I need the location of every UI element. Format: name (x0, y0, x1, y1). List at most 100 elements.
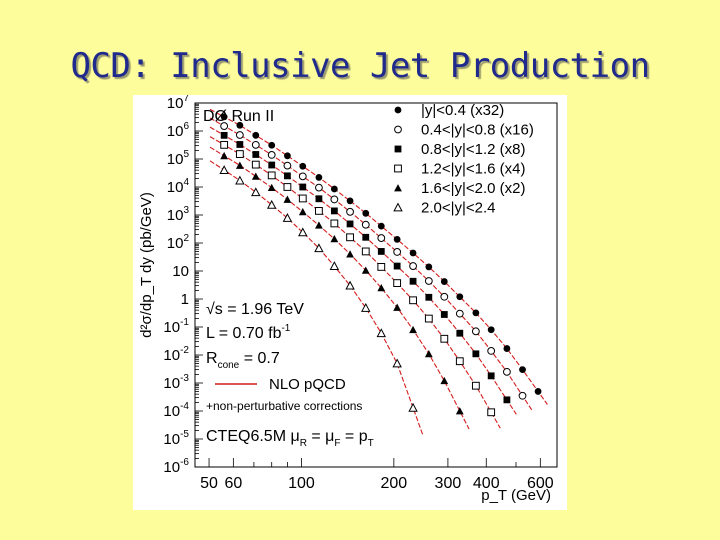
y-tick-label: 103 (167, 205, 190, 224)
data-point (472, 350, 480, 358)
data-point (361, 220, 370, 229)
data-point (220, 131, 228, 139)
data-point (251, 160, 260, 169)
data-point (377, 248, 385, 255)
data-point (362, 209, 370, 217)
y-tick-label: 10-1 (163, 317, 189, 336)
y-tick-exponent: 4 (183, 177, 189, 188)
legend-label: |y|<0.4 (x32) (421, 102, 504, 119)
data-point (377, 234, 386, 242)
data-point (377, 283, 386, 292)
y-tick-label: 107 (167, 95, 190, 112)
data-point (284, 152, 291, 160)
rcone-value: = 0.7 (239, 350, 280, 367)
series-6-points (219, 165, 418, 412)
pdf-text-mu: μ (290, 428, 299, 445)
data-point (330, 195, 339, 204)
chart-background (133, 95, 567, 510)
data-point (315, 207, 323, 215)
y-tick-exponent: 5 (183, 149, 189, 160)
nlo-curve-series-2 (209, 117, 533, 411)
data-point (487, 347, 496, 355)
y-tick-exponent: 7 (183, 95, 189, 104)
y-tick-label: 102 (167, 233, 190, 252)
x-tick-label: 60 (224, 475, 242, 492)
pdf-text-t: T (368, 438, 374, 449)
legend-marker (393, 202, 403, 212)
pdf-text-r: R (300, 438, 307, 449)
rcone-text: Rcone = 0.7 (206, 350, 280, 371)
data-point (299, 183, 307, 191)
data-point (219, 165, 229, 175)
data-point (251, 172, 260, 180)
data-point (503, 345, 511, 352)
pdf-text-eq: = μ (307, 428, 334, 445)
sqrt-s-text: √s = 1.96 TeV (206, 301, 304, 318)
y-axis-title: d²σ/dp_T dy (pb/GeV) (138, 192, 155, 338)
x-tick-label: 600 (527, 475, 554, 492)
y-tick-label: 104 (167, 177, 190, 196)
data-point (456, 293, 464, 301)
data-point (236, 121, 244, 129)
data-point (282, 213, 293, 222)
data-point (503, 367, 511, 376)
data-point (534, 388, 542, 395)
data-point (268, 161, 276, 169)
legend-marker (394, 164, 402, 173)
data-point (377, 263, 386, 271)
data-point (487, 408, 496, 417)
data-point (393, 303, 402, 311)
data-point (361, 247, 370, 256)
data-point (298, 227, 308, 237)
data-point (440, 292, 449, 301)
data-point (440, 278, 448, 285)
y-tick-label: 1 (181, 291, 189, 308)
rcone-symbol: R (206, 350, 218, 367)
data-point (346, 207, 354, 216)
data-point (330, 219, 339, 228)
y-tick-exponent: -3 (180, 373, 189, 384)
data-point (220, 140, 229, 149)
run-info: √s = 1.96 TeV L = 0.70 fb-1 Rcone = 0.7 NLO… (206, 301, 374, 449)
data-point (283, 161, 292, 170)
data-point (330, 207, 338, 215)
y-tick-label: 105 (167, 149, 190, 168)
y-tick-label: 10-2 (163, 345, 189, 364)
data-point (408, 402, 418, 412)
y-tick-label: 10-5 (163, 429, 189, 448)
data-point (298, 194, 307, 203)
y-tick-marks (195, 102, 203, 468)
data-point (299, 162, 307, 170)
data-point (424, 314, 433, 323)
data-point (236, 141, 244, 148)
data-point (220, 151, 229, 160)
pdf-text-pdf: CTEQ6.5M (206, 428, 290, 445)
legend-label: 2.0<|y|<2.4 (421, 200, 496, 217)
data-point (314, 243, 324, 253)
y-tick-exponent: -4 (180, 401, 189, 412)
theory-legend-label: NLO pQCD (269, 376, 346, 393)
data-point (266, 199, 277, 209)
luminosity-text: L = 0.70 fb-1 (206, 323, 291, 342)
data-point (235, 175, 245, 185)
data-point (346, 220, 354, 228)
legend-label: 1.6<|y|<2.0 (x2) (421, 180, 526, 197)
luminosity-exponent: -1 (281, 323, 290, 334)
y-tick-exponent: 3 (183, 205, 189, 216)
legend-marker (394, 125, 402, 134)
y-tick-label: 106 (167, 121, 190, 140)
series-3-points (220, 131, 511, 404)
data-point (268, 141, 276, 149)
legend-marker (394, 145, 402, 153)
jet-cross-section-plot: 10710610510410310210110-110-210-310-410-… (133, 95, 567, 510)
data-point (456, 329, 464, 337)
data-point (455, 357, 464, 366)
data-point (361, 266, 370, 274)
y-tick-label: 10-4 (163, 401, 189, 420)
data-point (298, 172, 307, 181)
data-point (377, 222, 385, 230)
data-point (409, 277, 417, 285)
data-point (345, 280, 355, 290)
legend-label: 1.2<|y|<1.6 (x4) (421, 161, 526, 178)
data-point (235, 150, 244, 158)
